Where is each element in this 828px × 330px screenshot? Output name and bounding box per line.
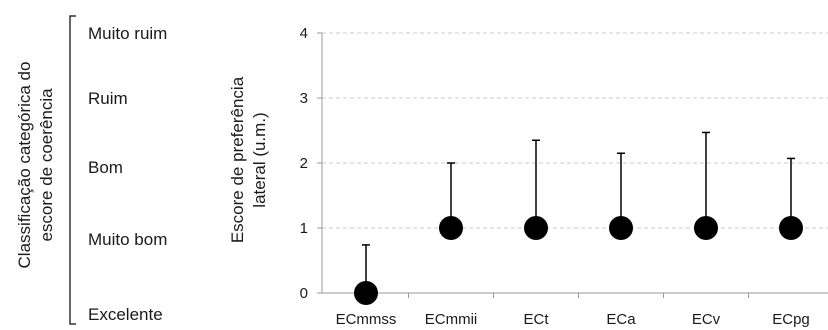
point-ecmmii <box>439 216 463 240</box>
level-bom: Bom <box>88 158 123 177</box>
x-tick-label-ecmmii: ECmmii <box>425 311 478 328</box>
y-tick-label-2: 2 <box>300 155 308 172</box>
y-axis-label-line-2: lateral (u.m.) <box>250 112 269 207</box>
point-ecmmss <box>354 281 378 305</box>
categorical-panel: Classificação categórica do escore de co… <box>15 15 167 325</box>
level-muito-bom: Muito bom <box>88 230 167 249</box>
point-ecpg <box>779 216 803 240</box>
level-ruim: Ruim <box>88 89 128 108</box>
y-tick-label-3: 3 <box>300 90 308 107</box>
plot-area: 0 1 2 3 4 ECmmss ECmmii ECt ECa ECv ECpg <box>300 25 828 328</box>
y-axis-label-line-1: Escore de preferência <box>228 76 247 243</box>
x-tick-label-ecv: ECv <box>692 311 721 328</box>
y-tick-label-4: 4 <box>300 25 308 42</box>
categorical-title-line-1: Classificação categórica do <box>15 62 34 269</box>
point-eca <box>609 216 633 240</box>
level-excelente: Excelente <box>88 305 163 324</box>
point-ect <box>524 216 548 240</box>
point-ecv <box>694 216 718 240</box>
categorical-bracket <box>69 15 76 325</box>
x-tick-label-ect: ECt <box>523 311 549 328</box>
y-tick-label-0: 0 <box>300 285 308 302</box>
x-tick-label-ecmmss: ECmmss <box>336 311 397 328</box>
level-muito-ruim: Muito ruim <box>88 24 167 43</box>
categorical-title-line-2: escore de coerência <box>37 88 56 242</box>
x-tick-label-ecpg: ECpg <box>772 311 810 328</box>
x-tick-label-eca: ECa <box>606 311 636 328</box>
y-tick-label-1: 1 <box>300 220 308 237</box>
